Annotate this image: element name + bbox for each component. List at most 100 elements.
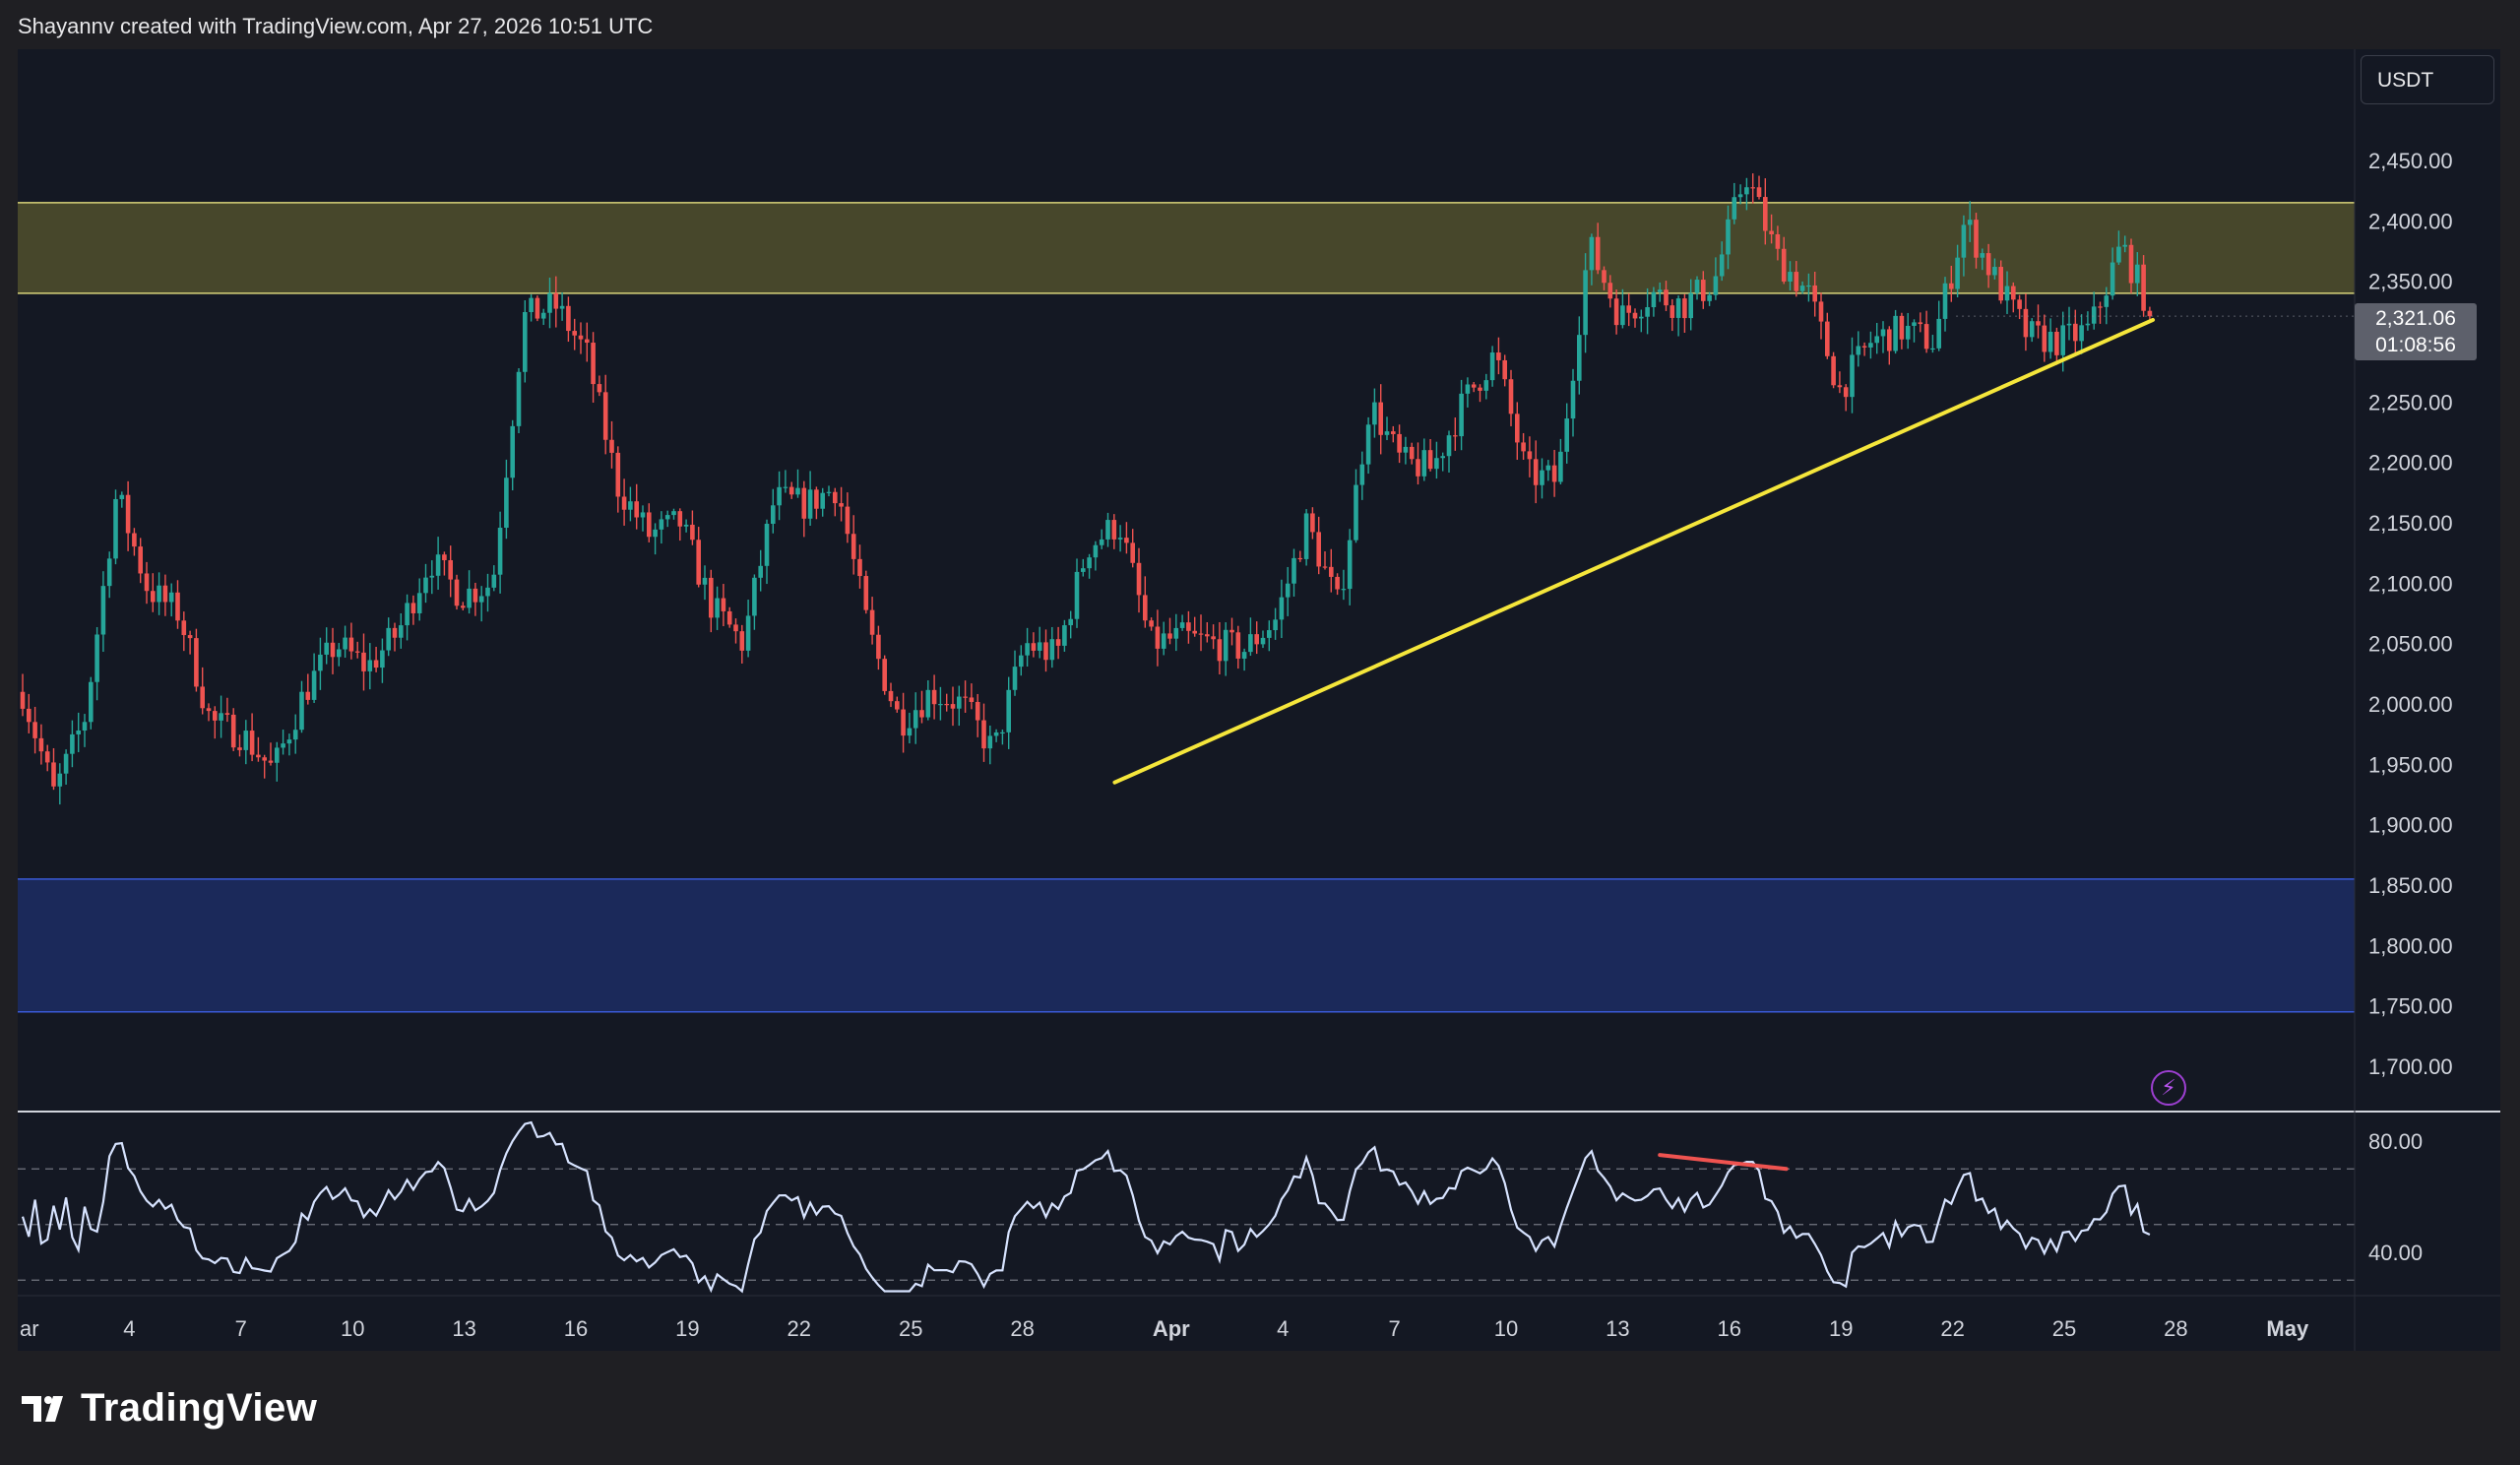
candle [1874,322,1879,354]
candle [1670,298,1675,332]
candle [876,625,881,670]
candle [249,713,255,762]
tradingview-logo[interactable]: TradingView [22,1386,317,1431]
candle-body [1985,253,1991,276]
candle [70,720,75,768]
candle [151,573,156,612]
price-axis-tick: 2,150.00 [2368,511,2453,536]
candle-body [1651,291,1657,308]
candle [1645,287,1650,335]
candle [1434,441,1439,479]
candle-body [442,554,447,561]
candle-countdown: 01:08:56 [2375,334,2456,356]
candle [63,749,69,785]
candle [585,322,590,362]
candle-body [888,690,894,702]
zones-layer [18,202,2355,1013]
candle [647,503,652,542]
candle-body [337,649,342,658]
candle [51,747,56,791]
time-axis-tick: 22 [788,1316,811,1341]
candle-body [733,624,738,632]
candles-layer [20,173,2153,805]
candle-body [1235,632,1241,659]
candle [850,515,856,575]
chart-area[interactable]: 2,450.002,400.002,350.002,300.002,250.00… [18,49,2500,1351]
candle-body [1837,385,1843,388]
candle [826,485,832,497]
candle [1595,223,1601,275]
candle-body [311,670,317,700]
candle-body [380,650,385,669]
candle-body [2135,264,2140,284]
candle-body [1446,435,1452,457]
candle [869,597,875,645]
candle-body [1292,557,1296,584]
candle-body [2017,299,2022,309]
candle [1427,438,1433,472]
candle [1478,384,1482,403]
candle-body [783,486,788,488]
lightning-icon[interactable]: ⚡ [2151,1070,2186,1106]
candle [1459,379,1464,451]
chart-credit: Shayannv created with TradingView.com, A… [18,14,654,38]
candle-body [895,701,900,710]
candle [963,680,968,713]
price-axis-tick: 2,400.00 [2368,209,2453,233]
candle [1930,335,1935,353]
ascending-trendline [1112,317,2156,785]
candle [1211,624,1216,650]
candle [27,693,32,733]
price-chart-svg[interactable]: 2,450.002,400.002,350.002,300.002,250.00… [18,49,2500,1351]
candle [516,367,522,434]
candle-body [758,565,763,578]
time-axis-tick: 19 [675,1316,699,1341]
currency-selector[interactable]: USDT [2361,55,2494,104]
candle-body [1707,294,1712,301]
candle [125,480,131,551]
candle-body [1545,465,1551,471]
candle-body [125,494,131,534]
candle [138,538,143,584]
candle [907,712,913,744]
time-axis-tick: ar [20,1316,39,1341]
candle [1062,619,1067,652]
candle [2085,311,2091,331]
candle [1483,373,1489,400]
candle-body [1019,655,1024,668]
candle [416,578,422,621]
candle-body [1967,220,1973,225]
currency-label: USDT [2377,69,2434,92]
candle-body [628,501,633,510]
last-price-value: 2,321.06 [2375,307,2456,330]
candle [1124,522,1129,554]
candle [1303,509,1309,566]
candle-body [771,505,776,524]
candle [1880,321,1886,353]
candle-body [1167,633,1172,639]
candle-body [814,489,819,509]
candle-body [726,610,732,625]
candle-body [1440,456,1445,459]
candle [981,703,986,762]
candle-body [621,496,627,510]
candle [100,571,106,653]
candle-body [2073,323,2078,342]
candle [1155,609,1161,667]
candle [895,696,900,713]
candle-body [1241,652,1247,659]
candle-body [578,335,584,340]
candle-body [38,737,44,752]
candle-body [690,524,695,541]
candle [1105,512,1110,547]
candle-body [1732,197,1737,220]
candle-body [1192,630,1197,634]
candle-body [256,754,261,758]
price-axis-tick: 1,950.00 [2368,752,2453,777]
candle [1285,566,1291,616]
candle-body [2054,331,2059,355]
candle [119,491,125,508]
candle [1043,629,1048,672]
candle [2066,306,2072,341]
candle-body [89,681,94,723]
